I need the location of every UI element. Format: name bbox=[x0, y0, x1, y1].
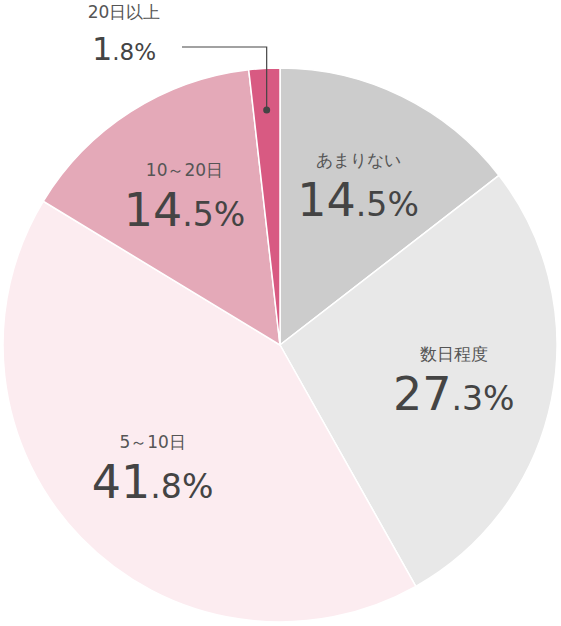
chart: あまりない 14.5% 数日程度 27.3% 5～10日 41.8% 10～20日 14.5%… bbox=[0, 0, 561, 626]
slice-label: 5～10日 bbox=[119, 432, 185, 452]
leader-line bbox=[182, 47, 267, 110]
slice-label: あまりない bbox=[316, 150, 401, 170]
slice bbox=[43, 70, 280, 345]
value-label: 1.8% bbox=[92, 30, 156, 68]
slice-label: 20日以上 bbox=[88, 2, 161, 22]
slice bbox=[249, 68, 280, 345]
value-label: 14.5% bbox=[297, 173, 419, 227]
value-label: 14.5% bbox=[124, 183, 246, 237]
slice-label: 10～20日 bbox=[146, 160, 223, 180]
slice-label: 数日程度 bbox=[420, 344, 488, 364]
pie: あまりない 14.5% 数日程度 27.3% 5～10日 41.8% 10～20日 14.5% bbox=[3, 68, 557, 622]
value-label: 27.3% bbox=[393, 367, 515, 421]
leader-dot bbox=[263, 106, 270, 113]
value-label: 41.8% bbox=[92, 455, 214, 509]
